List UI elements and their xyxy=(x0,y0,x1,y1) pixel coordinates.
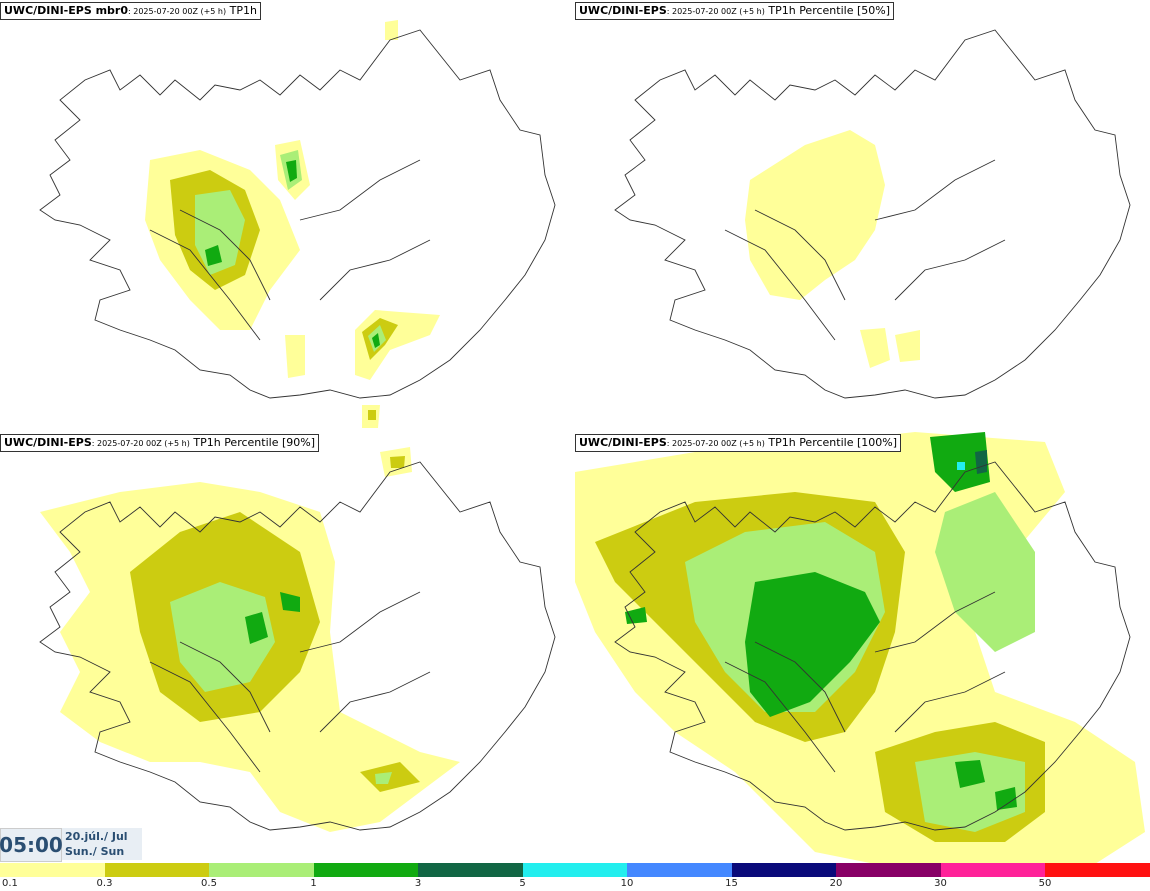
legend-swatch xyxy=(627,863,732,877)
precip-map xyxy=(39,447,556,832)
precip-map xyxy=(39,20,556,428)
legend-tick-label: 0.5 xyxy=(201,878,217,889)
panel-title: UWC/DINI-EPS mbr0: 2025-07-20 00Z (+5 h)… xyxy=(0,2,261,20)
date-line-1: 20.júl./ Jul xyxy=(65,830,128,843)
precip-fields xyxy=(145,20,440,428)
map-panel-mbr0: UWC/DINI-EPS mbr0: 2025-07-20 00Z (+5 h)… xyxy=(0,0,575,432)
legend-tick-label: 5 xyxy=(519,878,526,889)
legend-tick-label: 3 xyxy=(414,878,422,889)
legend-tick-label: 0.1 xyxy=(2,878,18,889)
legend-swatch xyxy=(522,863,628,877)
map-panel-p100: UWC/DINI-EPS: 2025-07-20 00Z (+5 h) TP1h… xyxy=(575,432,1150,864)
precip-map xyxy=(575,432,1145,864)
legend-tick-label: 20 xyxy=(829,878,843,889)
legend-swatch xyxy=(418,863,523,877)
legend-swatch xyxy=(731,863,837,877)
legend-tick-label: 30 xyxy=(934,878,947,889)
iceland-coastline xyxy=(39,29,556,399)
panel-title: UWC/DINI-EPS: 2025-07-20 00Z (+5 h) TP1h… xyxy=(575,2,894,20)
legend-tick-label: 0.3 xyxy=(96,878,113,889)
valid-time-clock: 05:00 xyxy=(0,828,63,862)
legend-swatch xyxy=(940,863,1046,877)
legend-swatch xyxy=(836,863,941,877)
map-panel-p50: UWC/DINI-EPS: 2025-07-20 00Z (+5 h) TP1h… xyxy=(575,0,1150,432)
precip-fields xyxy=(745,130,920,368)
legend-tick-label: 1 xyxy=(310,878,317,889)
panel-title: UWC/DINI-EPS: 2025-07-20 00Z (+5 h) TP1h… xyxy=(0,434,319,452)
legend-ticks: 0.1 0.3 0.5 1 3 5 10 15 20 30 50 xyxy=(0,877,1150,891)
map-panel-p90: UWC/DINI-EPS: 2025-07-20 00Z (+5 h) TP1h… xyxy=(0,432,575,864)
date-line-2: Sun./ Sun xyxy=(65,845,125,858)
legend-swatch xyxy=(209,863,314,877)
legend-tick-label: 50 xyxy=(1038,878,1052,889)
legend-swatch xyxy=(104,863,210,877)
iceland-coastline xyxy=(614,461,1131,831)
legend-tick-label: 10 xyxy=(620,878,634,889)
precip-map xyxy=(614,29,1131,399)
iceland-coastline xyxy=(614,29,1131,399)
valid-date: 20.júl./ Jul Sun./ Sun xyxy=(62,828,142,860)
legend-swatch xyxy=(313,863,419,877)
panel-title: UWC/DINI-EPS: 2025-07-20 00Z (+5 h) TP1h… xyxy=(575,434,901,452)
legend-tick-label: 15 xyxy=(725,878,738,889)
iceland-coastline xyxy=(39,461,556,831)
precip-fields xyxy=(40,447,460,832)
color-legend xyxy=(0,863,1150,877)
legend-swatch xyxy=(1045,863,1150,877)
precip-fields xyxy=(575,432,1145,864)
legend-swatch xyxy=(0,863,105,877)
